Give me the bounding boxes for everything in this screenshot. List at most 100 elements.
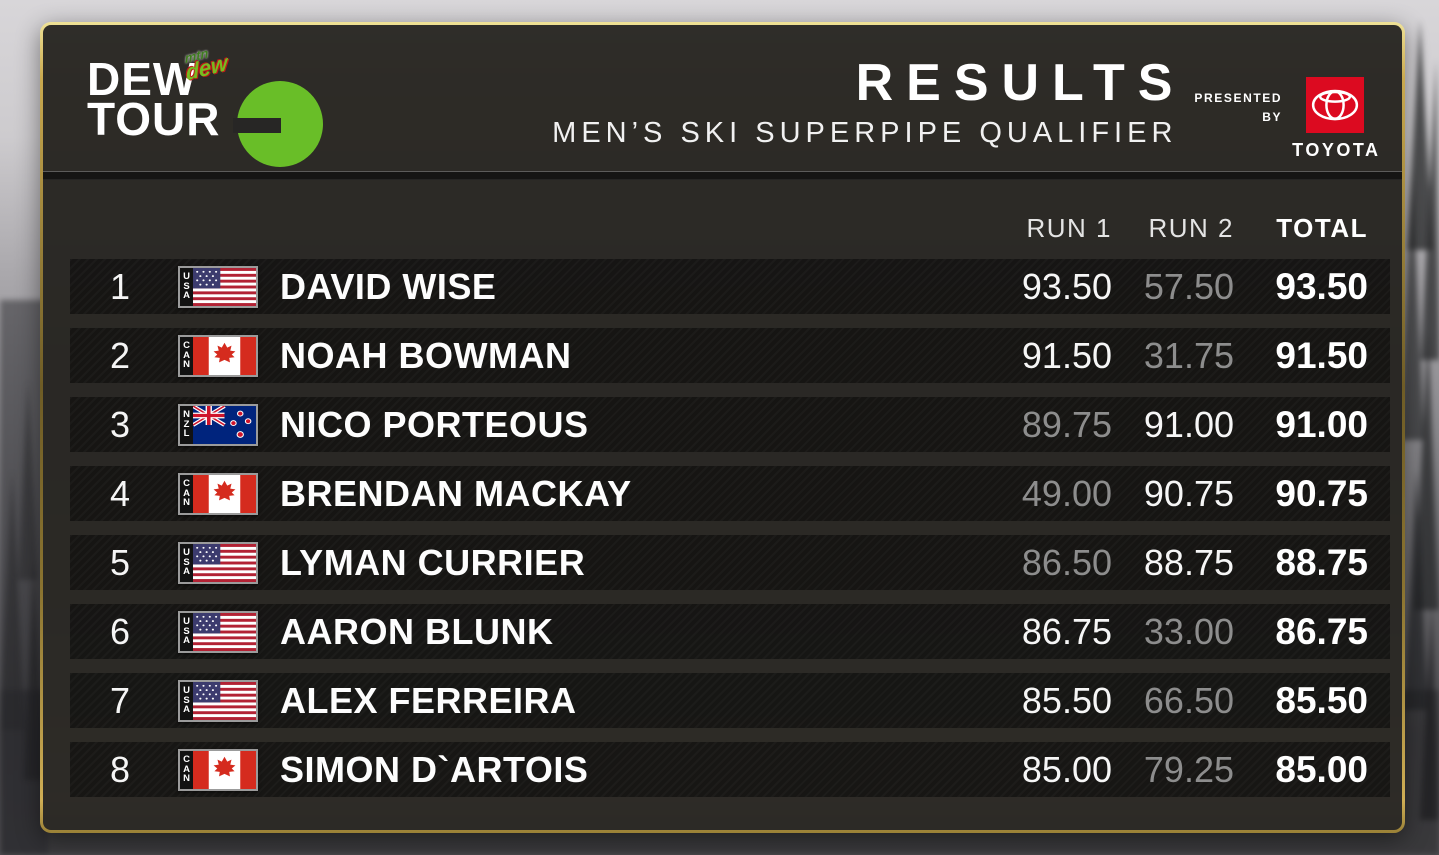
dew-tour-wordmark: DEW TOUR <box>87 56 339 146</box>
rank: 7 <box>109 679 131 721</box>
athlete-name: LYMAN CURRIER <box>280 541 586 583</box>
flag-icon <box>193 336 256 375</box>
run2-score: 90.75 <box>1143 472 1234 514</box>
rank: 1 <box>109 265 131 307</box>
rank: 8 <box>109 748 131 790</box>
total-column-header: TOTAL <box>1276 212 1368 243</box>
dew-tour-logo: mtn dew DEW TOUR <box>87 45 339 171</box>
run1-column-header: RUN 1 <box>1026 212 1112 243</box>
run1-score: 89.75 <box>1021 403 1112 445</box>
event-subtitle: MEN’S SKI SUPERPIPE QUALIFIER <box>552 117 1178 149</box>
run2-column-header: RUN 2 <box>1148 212 1234 243</box>
run2-score: 57.50 <box>1143 265 1234 307</box>
rank: 5 <box>109 541 131 583</box>
run2-score: 31.75 <box>1143 334 1234 376</box>
flag-icon <box>193 543 256 582</box>
title-block: RESULTS MEN’S SKI SUPERPIPE QUALIFIER <box>552 41 1172 150</box>
run1-score: 85.00 <box>1021 748 1112 790</box>
rank: 3 <box>109 403 131 445</box>
athlete-name: NICO PORTEOUS <box>280 403 589 445</box>
total-score: 85.00 <box>1275 748 1368 790</box>
athlete-name: DAVID WISE <box>280 265 497 307</box>
run1-score: 49.00 <box>1021 472 1112 514</box>
athlete-name: BRENDAN MACKAY <box>280 472 632 514</box>
total-score: 88.75 <box>1275 541 1368 583</box>
flag-icon <box>193 267 256 306</box>
sponsor-block: PRESENTED BY <box>1194 77 1378 161</box>
run2-score: 66.50 <box>1143 679 1234 721</box>
results-panel: mtn dew DEW TOUR RESULTS MEN’S SKI SUPER… <box>43 25 1402 830</box>
total-score: 86.75 <box>1275 610 1368 652</box>
run2-score: 88.75 <box>1143 541 1234 583</box>
toyota-wordmark: TOYOTA <box>1292 140 1381 160</box>
flag-icon <box>193 750 256 789</box>
run1-score: 86.50 <box>1021 541 1112 583</box>
run1-score: 86.75 <box>1021 610 1112 652</box>
toyota-emblem-icon <box>1306 77 1365 133</box>
rank: 2 <box>109 334 131 376</box>
run2-score: 91.00 <box>1143 403 1234 445</box>
presented-by-line1: PRESENTED <box>1194 91 1283 105</box>
column-headers: RUN 1 RUN 2 TOTAL <box>70 210 1390 246</box>
rank: 6 <box>109 610 131 652</box>
results-title: RESULTS <box>855 54 1186 112</box>
total-score: 91.00 <box>1275 403 1368 445</box>
athlete-name: NOAH BOWMAN <box>280 334 572 376</box>
dew-tour-d-icon <box>233 81 323 167</box>
header-divider <box>43 171 1402 180</box>
presented-by-label: PRESENTED BY <box>1194 89 1282 126</box>
run1-score: 93.50 <box>1021 265 1112 307</box>
toyota-logo-block: TOYOTA <box>1292 77 1378 161</box>
dew-tour-line2: TOUR <box>87 93 221 146</box>
rank: 4 <box>109 472 131 514</box>
run2-score: 33.00 <box>1143 610 1234 652</box>
total-score: 93.50 <box>1275 265 1368 307</box>
flag-icon <box>193 681 256 720</box>
run1-score: 85.50 <box>1021 679 1112 721</box>
run1-score: 91.50 <box>1021 334 1112 376</box>
flag-icon <box>193 612 256 651</box>
results-panel-frame: mtn dew DEW TOUR RESULTS MEN’S SKI SUPER… <box>40 22 1405 833</box>
athlete-name: SIMON D`ARTOIS <box>280 748 589 790</box>
flag-icon <box>193 474 256 513</box>
run2-score: 79.25 <box>1143 748 1234 790</box>
panel-header: mtn dew DEW TOUR RESULTS MEN’S SKI SUPER… <box>43 25 1402 171</box>
total-score: 85.50 <box>1275 679 1368 721</box>
flag-icon <box>193 405 256 444</box>
presented-by-line2: BY <box>1262 109 1283 124</box>
mtn-dew-icon: mtn dew <box>184 44 228 86</box>
athlete-name: ALEX FERREIRA <box>280 679 577 721</box>
athlete-name: AARON BLUNK <box>280 610 554 652</box>
